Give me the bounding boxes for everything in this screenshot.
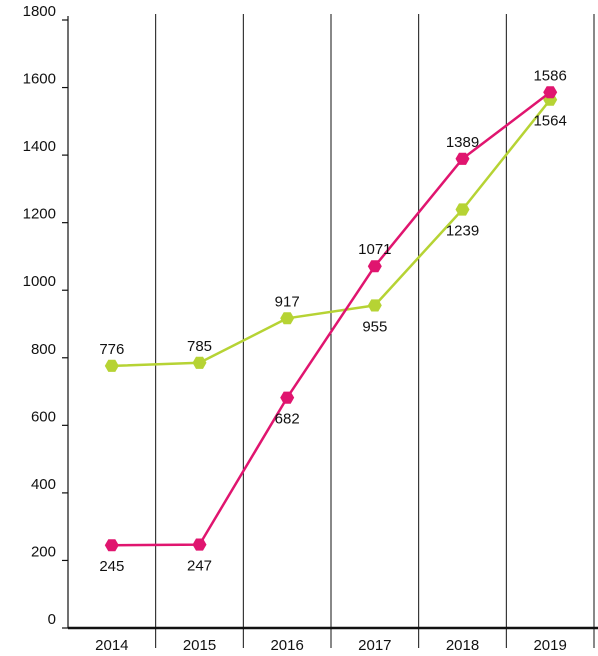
data-point xyxy=(543,86,558,99)
data-label: 917 xyxy=(275,293,300,310)
y-tick-label: 1400 xyxy=(23,138,56,155)
series-line xyxy=(111,91,551,547)
data-label: 1564 xyxy=(533,113,566,130)
x-tick-label: 2016 xyxy=(270,637,303,654)
data-label: 245 xyxy=(99,558,124,575)
axes xyxy=(62,16,598,630)
data-label: 682 xyxy=(275,411,300,428)
data-point xyxy=(367,260,382,273)
data-label: 1071 xyxy=(358,241,391,258)
y-tick-label: 200 xyxy=(31,543,56,560)
series-lines xyxy=(104,86,558,552)
y-tick-label: 1000 xyxy=(23,273,56,290)
data-point xyxy=(455,152,470,165)
y-tick-labels: 0 200 400 600 800 1000 1200 1400 1600 1800 xyxy=(23,3,56,628)
y-tick-label: 400 xyxy=(31,476,56,493)
data-point xyxy=(192,356,207,369)
data-point xyxy=(367,299,382,312)
data-label: 955 xyxy=(362,318,387,335)
x-tick-label: 2019 xyxy=(533,637,566,654)
x-tick-label: 2014 xyxy=(95,637,128,654)
data-point xyxy=(104,539,119,552)
x-tick-label: 2015 xyxy=(183,637,216,654)
x-tick-label: 2018 xyxy=(446,637,479,654)
data-point xyxy=(280,312,295,325)
data-label: 1389 xyxy=(446,134,479,151)
y-tick-label: 800 xyxy=(31,341,56,358)
y-tick-label: 600 xyxy=(31,408,56,425)
y-tick-label: 1200 xyxy=(23,206,56,223)
data-point xyxy=(455,203,470,216)
data-label: 776 xyxy=(99,341,124,358)
data-labels: 245 247 682 1071 1389 1586 776 785 917 955 1239 156… xyxy=(99,67,567,575)
data-label: 1586 xyxy=(533,67,566,84)
x-tick-labels: 2014 2015 2016 2017 2018 2019 xyxy=(95,637,567,654)
data-point xyxy=(104,359,119,372)
data-label: 1239 xyxy=(446,222,479,239)
series-line xyxy=(111,98,552,368)
y-tick-label: 1800 xyxy=(23,3,56,20)
data-label: 785 xyxy=(187,338,212,355)
data-label: 247 xyxy=(187,558,212,575)
data-point xyxy=(192,538,207,551)
y-tick-label: 1600 xyxy=(23,71,56,88)
x-tick-label: 2017 xyxy=(358,637,391,654)
data-point xyxy=(280,391,295,404)
y-tick-label: 0 xyxy=(48,611,56,628)
